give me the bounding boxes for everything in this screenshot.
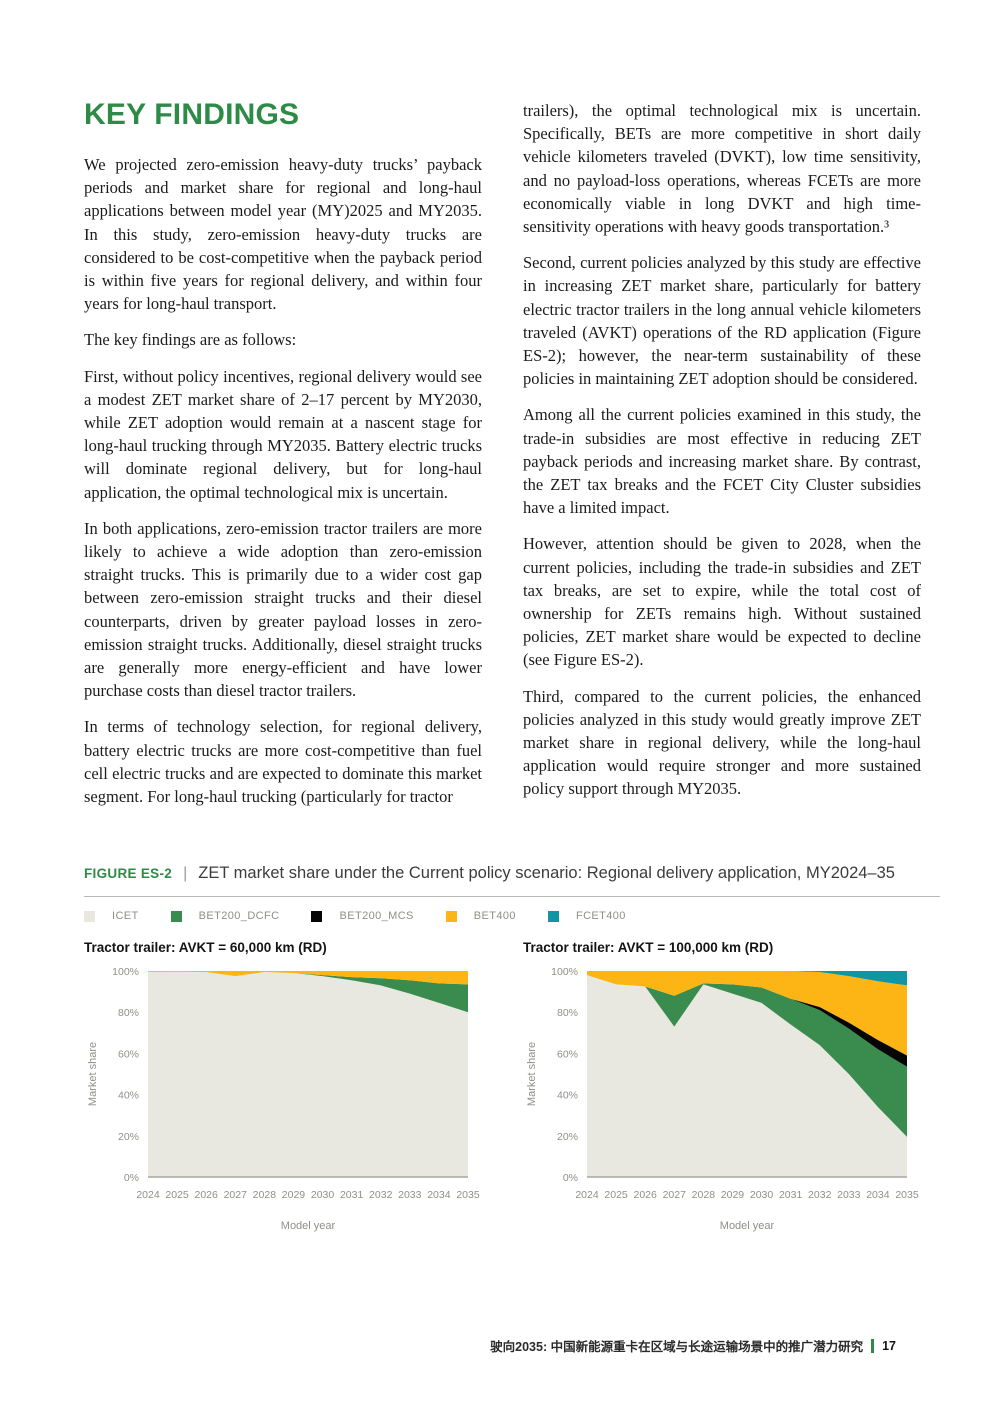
- legend-item-fcet400: FCET400: [547, 910, 626, 922]
- legend-swatch-bet200-dcfc: [170, 910, 182, 922]
- svg-text:2035: 2035: [456, 1189, 480, 1201]
- paragraph: Second, current policies analyzed by thi…: [523, 253, 921, 389]
- legend-label: BET200_DCFC: [198, 910, 280, 922]
- svg-text:60%: 60%: [557, 1048, 578, 1060]
- svg-text:100%: 100%: [112, 966, 139, 978]
- paragraph: First, without policy incentives, region…: [84, 366, 482, 502]
- page-footer: 驶向2035: 中国新能源重卡在区域与长途运输场景中的推广潜力研究 17: [490, 1336, 896, 1355]
- svg-text:80%: 80%: [118, 1007, 139, 1019]
- figure-separator: |: [183, 865, 188, 882]
- right-column: trailers), the optimal technological mix…: [523, 99, 921, 814]
- svg-text:100%: 100%: [551, 966, 578, 978]
- legend-swatch-bet400: [445, 910, 457, 922]
- legend-swatch-bet200-mcs: [311, 910, 323, 922]
- legend-item-bet200-dcfc: BET200_DCFC: [170, 910, 280, 922]
- chart-legend: ICET BET200_DCFC BET200_MCS BET400 FCET4…: [84, 910, 940, 922]
- svg-text:2024: 2024: [575, 1189, 599, 1201]
- svg-text:2029: 2029: [282, 1189, 306, 1201]
- svg-text:2032: 2032: [808, 1189, 832, 1201]
- area-chart-avkt-60000: 0% 20% 40% 60% 80% 100% 2024 2025 2026 2027 2028 20…: [87, 966, 480, 1232]
- legend-item-bet400: BET400: [445, 910, 516, 922]
- figure-header: FIGURE ES-2 | ZET market share under the…: [84, 864, 940, 883]
- svg-text:2032: 2032: [369, 1189, 393, 1201]
- paragraph: However, attention should be given to 20…: [523, 534, 921, 670]
- legend-swatch-icet: [84, 910, 95, 922]
- page-title: KEY FINDINGS: [84, 98, 300, 131]
- paragraph: In both applications, zero-emission trac…: [84, 518, 482, 701]
- paragraph: We projected zero-emission heavy-duty tr…: [84, 155, 482, 314]
- legend-label: BET200_MCS: [339, 910, 414, 922]
- chart-subtitle: Tractor trailer: AVKT = 60,000 km (RD): [84, 940, 327, 955]
- svg-text:2031: 2031: [340, 1189, 364, 1201]
- svg-text:2030: 2030: [750, 1189, 774, 1201]
- svg-text:20%: 20%: [118, 1131, 139, 1143]
- svg-text:2027: 2027: [663, 1189, 687, 1201]
- page-number: 17: [882, 1338, 896, 1353]
- svg-text:Market share: Market share: [526, 1042, 538, 1106]
- footer-divider: [871, 1338, 875, 1353]
- svg-text:Market share: Market share: [87, 1042, 99, 1106]
- legend-item-bet200-mcs: BET200_MCS: [311, 910, 413, 922]
- svg-text:2028: 2028: [692, 1189, 716, 1201]
- svg-text:2025: 2025: [165, 1189, 189, 1201]
- paragraph: In terms of technology selection, for re…: [84, 717, 482, 807]
- paragraph: Among all the current policies examined …: [523, 405, 921, 518]
- svg-text:2034: 2034: [427, 1189, 451, 1201]
- legend-label: BET400: [473, 910, 516, 922]
- svg-text:40%: 40%: [557, 1090, 578, 1102]
- svg-text:Model year: Model year: [720, 1220, 775, 1232]
- paragraph: trailers), the optimal technological mix…: [523, 101, 921, 237]
- legend-item-icet: ICET: [84, 910, 139, 922]
- svg-text:60%: 60%: [118, 1048, 139, 1060]
- legend-label: FCET400: [575, 910, 626, 922]
- chart-block-avkt-100000: Tractor trailer: AVKT = 100,000 km (RD) …: [523, 940, 931, 1240]
- svg-text:2031: 2031: [779, 1189, 803, 1201]
- figure-title: ZET market share under the Current polic…: [198, 864, 895, 882]
- chart-block-avkt-60000: Tractor trailer: AVKT = 60,000 km (RD) 0…: [84, 940, 492, 1240]
- svg-text:2027: 2027: [224, 1189, 248, 1201]
- svg-text:2024: 2024: [136, 1189, 160, 1201]
- svg-text:20%: 20%: [557, 1131, 578, 1143]
- left-column: We projected zero-emission heavy-duty tr…: [84, 153, 482, 821]
- svg-text:2035: 2035: [895, 1189, 919, 1201]
- figure-label: FIGURE ES-2: [84, 866, 173, 881]
- paragraph: The key findings are as follows:: [84, 330, 297, 350]
- area-chart-avkt-100000: 0% 20% 40% 60% 80% 100% 2024 2025 2026 2027 2028 20…: [526, 966, 919, 1232]
- legend-swatch-fcet400: [547, 910, 559, 922]
- svg-text:2025: 2025: [604, 1189, 628, 1201]
- svg-text:2026: 2026: [195, 1189, 219, 1201]
- svg-text:40%: 40%: [118, 1090, 139, 1102]
- svg-text:80%: 80%: [557, 1007, 578, 1019]
- figure-rule: [84, 896, 940, 897]
- svg-text:2034: 2034: [866, 1189, 890, 1201]
- svg-text:2029: 2029: [721, 1189, 745, 1201]
- svg-text:2026: 2026: [634, 1189, 658, 1201]
- legend-label: ICET: [112, 910, 139, 922]
- svg-text:0%: 0%: [563, 1172, 578, 1184]
- footer-title: 驶向2035: 中国新能源重卡在区域与长途运输场景中的推广潜力研究: [490, 1340, 864, 1354]
- svg-text:2028: 2028: [253, 1189, 277, 1201]
- svg-text:Model year: Model year: [281, 1220, 336, 1232]
- figure-es2: FIGURE ES-2 | ZET market share under the…: [84, 864, 940, 1240]
- svg-text:2030: 2030: [311, 1189, 335, 1201]
- svg-text:2033: 2033: [837, 1189, 861, 1201]
- paragraph: Third, compared to the current policies,…: [523, 686, 921, 799]
- svg-text:0%: 0%: [124, 1172, 139, 1184]
- svg-text:2033: 2033: [398, 1189, 422, 1201]
- charts-row: Tractor trailer: AVKT = 60,000 km (RD) 0…: [84, 940, 940, 1240]
- chart-subtitle: Tractor trailer: AVKT = 100,000 km (RD): [523, 940, 774, 955]
